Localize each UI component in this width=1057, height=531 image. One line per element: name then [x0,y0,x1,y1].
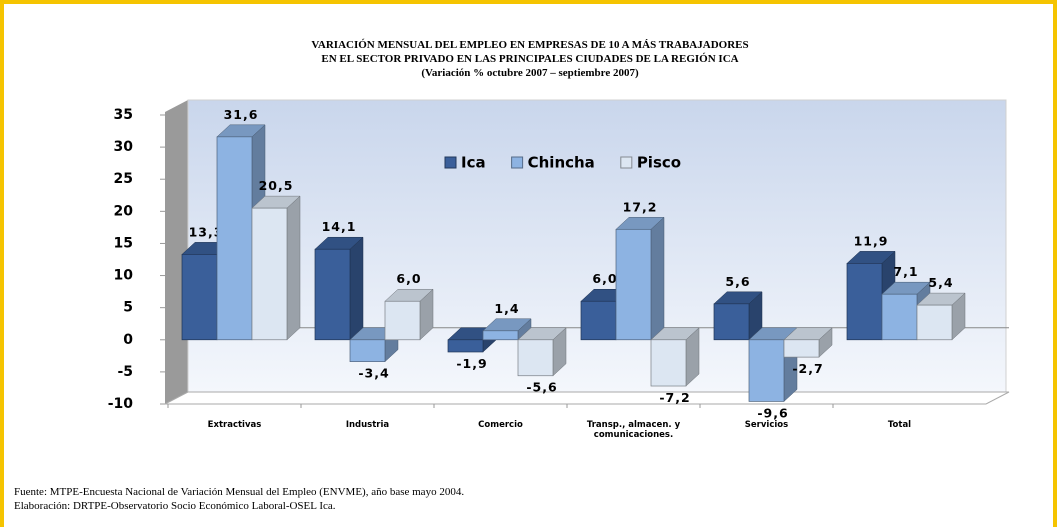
y-tick-label: 5 [123,300,133,316]
x-tick-label: Servicios [744,420,789,430]
data-label: -7,2 [659,390,690,405]
bar [384,300,421,341]
bar [314,248,351,341]
y-tick-label: 0 [123,332,133,348]
y-tick-label: 15 [114,235,133,251]
bar [580,300,617,341]
data-label: 6,0 [592,271,617,286]
y-tick-label: 20 [114,203,134,219]
x-tick-label: Comercio [478,420,523,430]
bar [447,339,484,353]
bar [615,228,652,341]
data-label: -3,4 [358,366,389,381]
y-tick-label: 25 [114,171,133,187]
data-label: -5,6 [526,380,557,395]
data-label: 17,2 [623,199,658,214]
legend-swatch [444,156,457,169]
y-tick-label: 10 [114,268,134,284]
bar [881,293,918,341]
legend-swatch [620,156,633,169]
footnote: Elaboración: DRTPE-Observatorio Socio Ec… [14,500,336,512]
x-tick-label: Transp., almacen. y comunicaciones. [586,420,681,440]
bar [748,339,785,402]
data-label: -2,7 [792,361,823,376]
bar [846,263,883,341]
y-tick-label: -5 [117,364,133,380]
data-label: 5,6 [725,274,750,289]
bar [251,207,288,341]
data-label: 6,0 [396,271,421,286]
legend-label: Chincha [528,154,595,172]
data-label: 5,4 [928,275,953,290]
y-tick-label: 30 [114,139,134,155]
bar [713,303,750,341]
chart-title: VARIACIÓN MENSUAL DEL EMPLEO EN EMPRESAS… [311,39,748,51]
data-label: 11,9 [854,233,889,248]
bar [916,304,953,341]
data-label: -1,9 [456,356,487,371]
floor [164,391,1010,405]
bar [783,339,820,358]
bar [482,330,519,341]
bar-side [650,216,665,341]
x-tick-label: Extractivas [207,420,262,430]
data-label: -9,6 [757,405,788,420]
bar [517,339,554,377]
data-label: 14,1 [322,219,357,234]
legend-label: Ica [461,154,486,172]
x-tick-label: Total [887,420,912,430]
chart-title: EN EL SECTOR PRIVADO EN LAS PRINCIPALES … [321,53,738,65]
bar-side [286,195,301,341]
legend-swatch [511,156,524,169]
chart-subtitle: (Variación % octubre 2007 – septiembre 2… [421,67,639,79]
footnote: Fuente: MTPE-Encuesta Nacional de Variac… [14,486,465,498]
y-tick-label: -10 [108,396,134,412]
bar [349,339,386,362]
bar-side [349,236,364,341]
data-label: 20,5 [259,178,294,193]
y-tick-label: 35 [114,107,133,123]
data-label: 1,4 [494,301,519,316]
bar [181,254,218,341]
x-tick-label: Industria [345,420,390,430]
bar [216,136,253,341]
data-label: 31,6 [224,107,259,122]
data-label: 7,1 [893,264,918,279]
data-label: 13,3 [189,224,224,239]
legend-label: Pisco [637,154,681,172]
bar [650,339,687,387]
